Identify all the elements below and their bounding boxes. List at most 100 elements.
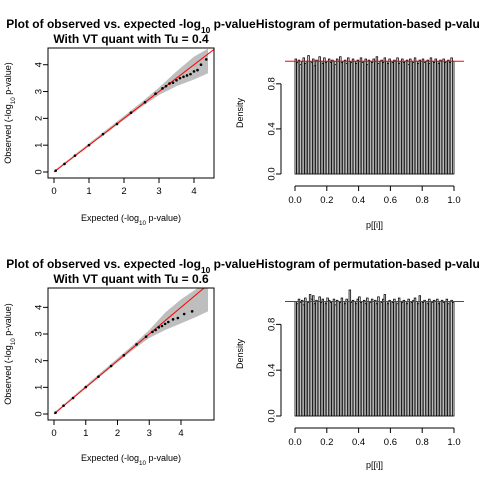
data-point [62,404,65,408]
text-part: p-value [210,17,256,31]
x-tick-label: 0.4 [352,195,365,206]
data-point [171,81,175,84]
y-tick-label: 1 [34,143,45,148]
data-point [164,84,168,88]
data-point [63,162,66,166]
data-point [157,326,161,329]
data-point [163,322,167,326]
x-tick-label: 0.6 [384,437,397,448]
plot-frame [47,287,215,421]
data-point [154,328,157,332]
x-tick-label: 2 [121,186,126,197]
data-point [167,320,170,324]
data-point [171,318,175,321]
plot-area [53,288,208,415]
x-tick-label: 4 [178,428,183,439]
x-axis-label: Expected (-log10 p-value) [81,213,181,227]
data-point [182,75,185,79]
chart-title: Histogram of permutation-based p-values [256,17,480,31]
text-part: p-value) [146,213,181,223]
y-axis-label: Density [235,338,245,369]
data-point [109,364,113,368]
x-tick-label: 0 [51,428,56,439]
data-point [87,143,91,147]
x-tick-label: 1.0 [447,195,460,206]
x-tick-label: 1 [86,186,91,197]
text-part: p-value) [3,62,13,97]
x-tick-label: 0.2 [320,437,333,448]
x-tick-label: 4 [191,186,196,197]
plot-area [53,48,214,173]
data-point [129,111,133,115]
x-tick-label: 1.0 [447,437,460,448]
data-point [101,132,105,136]
text-part: p-value) [146,453,181,463]
data-point [160,324,164,328]
data-point [190,310,194,313]
data-point [135,343,138,346]
x-tick-label: 0.4 [352,437,365,448]
x-tick-label: 0.0 [288,437,301,448]
x-axis-label: p[[i]] [366,220,383,230]
text-part: Observed (-log [3,345,13,405]
data-point [185,74,189,77]
x-tick-label: 0.0 [288,195,301,206]
data-point [154,92,157,95]
y-tick-label: 3 [34,89,45,94]
confidence-band [54,288,208,414]
text-part: 10 [201,25,211,35]
x-tick-label: 0.2 [320,195,333,206]
y-tick-label: 0 [34,169,45,174]
text-part: 10 [139,460,147,467]
text-part: 10 [10,338,17,346]
data-point [176,316,180,320]
data-point [143,100,147,104]
x-tick-label: 0.6 [384,195,397,206]
data-point [182,312,186,316]
y-tick-label: 0.8 [267,77,278,90]
data-point [122,354,126,357]
x-tick-label: 2 [115,428,120,439]
reference-line [53,48,214,173]
data-point [54,411,57,414]
data-point [144,335,148,338]
y-tick-label: 2 [34,116,45,121]
x-tick-label: 0.8 [416,195,429,206]
y-tick-label: 4 [34,305,45,310]
text-part: p-value) [3,303,13,338]
y-tick-label: 0.8 [267,318,278,331]
chart-subtitle: With VT quant with Tu = 0.6 [53,272,209,286]
text-part: Plot of observed vs. expected -log [6,257,201,271]
text-part: Observed (-log [3,104,13,164]
data-point [54,169,58,172]
data-point [199,63,203,67]
histogram-bar [452,302,455,417]
y-tick-label: 0.0 [267,167,278,180]
y-tick-label: 0.4 [267,122,278,135]
histogram-panel: 0.0 0.2 0.4 0.6 0.8 1.0 0.0 0.4 0.8 Histogram of … [235,17,480,230]
histogram-bar [452,60,455,175]
x-tick-label: 0.8 [416,437,429,448]
y-tick-label: 0.4 [267,364,278,377]
text-part: p-value [210,257,256,271]
x-tick-label: 1 [83,428,88,439]
text-part: Expected (-log [81,453,139,463]
y-axis-label: Density [235,97,245,128]
data-point [204,58,208,61]
data-point [192,70,196,73]
chart-title: Plot of observed vs. expected -log10 p-v… [6,257,256,275]
text-part: Expected (-log [81,213,139,223]
chart-title: Histogram of permutation-based p-values [256,257,480,271]
x-tick-label: 3 [156,186,161,197]
y-axis-label: Observed (-log10 p-value) [3,303,17,405]
data-point [84,385,88,389]
chart-subtitle: With VT quant with Tu = 0.4 [53,32,209,46]
data-point [97,375,100,378]
data-point [115,122,119,126]
x-tick-label: 3 [147,428,152,439]
text-part: 10 [201,265,211,275]
y-axis-label: Observed (-log10 p-value) [3,62,17,164]
text-part: Plot of observed vs. expected -log [6,17,201,31]
data-point [189,72,192,76]
x-axis-label: p[[i]] [366,460,383,470]
